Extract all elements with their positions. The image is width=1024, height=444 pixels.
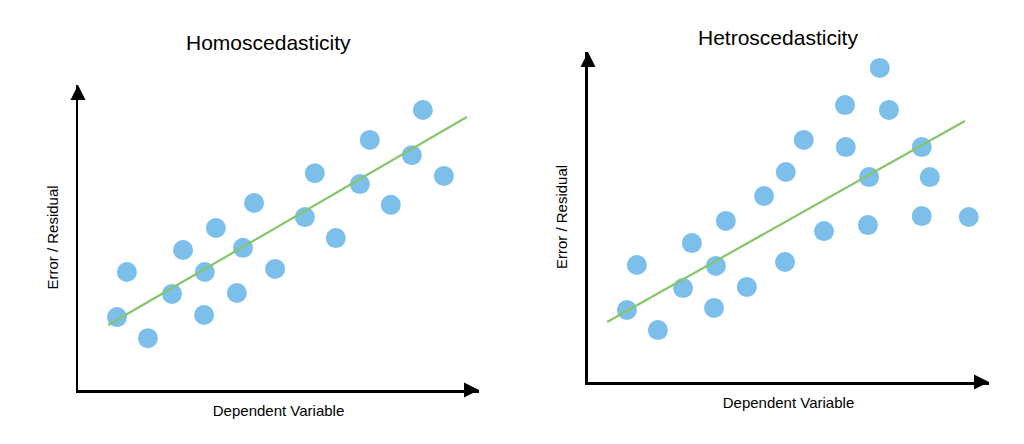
svg-text:Dependent Variable: Dependent Variable <box>723 394 854 411</box>
svg-text:Hetroscedasticity: Hetroscedasticity <box>698 26 858 49</box>
svg-text:Homoscedasticity: Homoscedasticity <box>186 31 351 54</box>
svg-text:Error / Residual: Error / Residual <box>44 185 61 289</box>
svg-text:Error / Residual: Error / Residual <box>553 165 570 269</box>
svg-text:Dependent Variable: Dependent Variable <box>213 402 344 419</box>
